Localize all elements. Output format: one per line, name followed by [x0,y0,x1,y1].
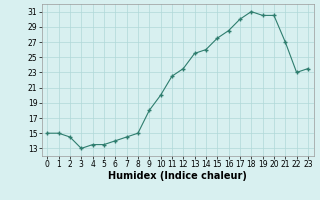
X-axis label: Humidex (Indice chaleur): Humidex (Indice chaleur) [108,171,247,181]
